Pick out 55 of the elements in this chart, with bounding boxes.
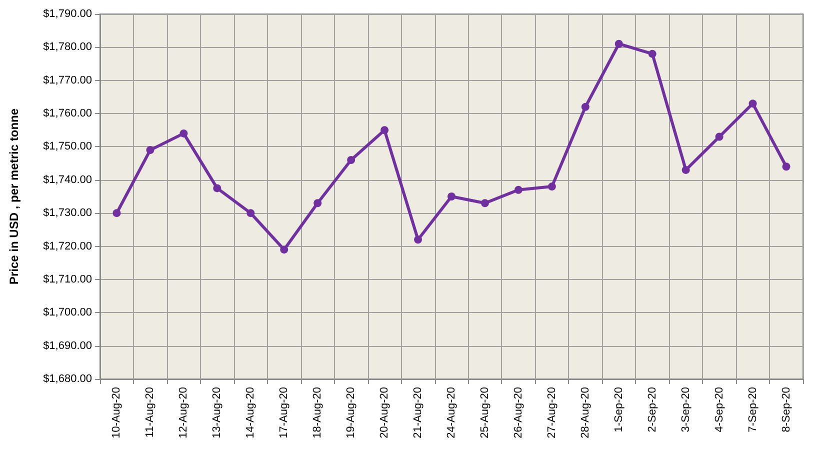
y-tick-label: $1,730.00 xyxy=(43,207,92,220)
x-tick-label: 21-Aug-20 xyxy=(412,387,424,438)
point xyxy=(280,246,288,254)
x-tick-label: 2-Sep-20 xyxy=(646,387,658,432)
x-tick-label: 27-Aug-20 xyxy=(546,387,558,438)
y-tick-label: $1,780.00 xyxy=(43,41,92,54)
x-tick-label: 26-Aug-20 xyxy=(512,387,524,438)
y-tick-label: $1,700.00 xyxy=(43,306,92,319)
point xyxy=(314,199,322,208)
point xyxy=(514,186,522,194)
x-tick-label: 13-Aug-20 xyxy=(211,387,224,438)
point xyxy=(682,166,690,174)
y-tick-label: $1,680.00 xyxy=(43,373,92,385)
point xyxy=(146,146,154,154)
y-axis-title: Price in USD , per metric tonne xyxy=(7,108,21,285)
point xyxy=(112,209,121,218)
point xyxy=(548,182,556,191)
point xyxy=(380,126,389,134)
x-tick-label: 28-Aug-20 xyxy=(579,387,592,438)
y-tick-label: $1,770.00 xyxy=(43,74,92,86)
point xyxy=(480,199,489,208)
y-tick-label: $1,740.00 xyxy=(43,174,92,186)
x-tick-label: 11-Aug-20 xyxy=(144,387,156,438)
point xyxy=(414,236,422,244)
x-tick-label: 12-Aug-20 xyxy=(178,387,190,438)
x-tick-label: 17-Aug-20 xyxy=(278,387,290,438)
point xyxy=(614,40,623,48)
point xyxy=(180,129,188,138)
x-tick-label: 8-Sep-20 xyxy=(780,387,792,432)
y-tick-label: $1,710.00 xyxy=(43,273,92,286)
x-tick-label: 25-Aug-20 xyxy=(478,387,491,438)
y-tick-label: $1,790.00 xyxy=(43,8,92,20)
point xyxy=(448,192,456,200)
x-tick-label: 24-Aug-20 xyxy=(446,387,458,438)
point xyxy=(581,102,590,111)
x-tick-label: 3-Sep-20 xyxy=(680,387,692,432)
x-tick-label: 1-Sep-20 xyxy=(612,387,625,432)
x-tick-label: 18-Aug-20 xyxy=(312,387,324,438)
x-tick-label: 7-Sep-20 xyxy=(746,387,759,432)
point xyxy=(347,156,356,164)
y-tick-label: $1,720.00 xyxy=(43,240,92,252)
y-tick-label: $1,690.00 xyxy=(43,340,92,352)
point xyxy=(648,50,656,58)
y-tick-label: $1,750.00 xyxy=(43,140,92,153)
x-tick-label: 14-Aug-20 xyxy=(244,387,257,438)
x-tick-label: 4-Sep-20 xyxy=(713,387,726,432)
x-tick-label: 10-Aug-20 xyxy=(110,387,123,438)
x-tick-label: 20-Aug-20 xyxy=(378,387,391,438)
point xyxy=(246,209,255,218)
point xyxy=(782,162,790,171)
point xyxy=(213,184,222,192)
y-tick-label: $1,760.00 xyxy=(43,108,92,120)
x-tick-label: 19-Aug-20 xyxy=(345,387,358,438)
point xyxy=(715,132,724,141)
point xyxy=(748,100,757,108)
